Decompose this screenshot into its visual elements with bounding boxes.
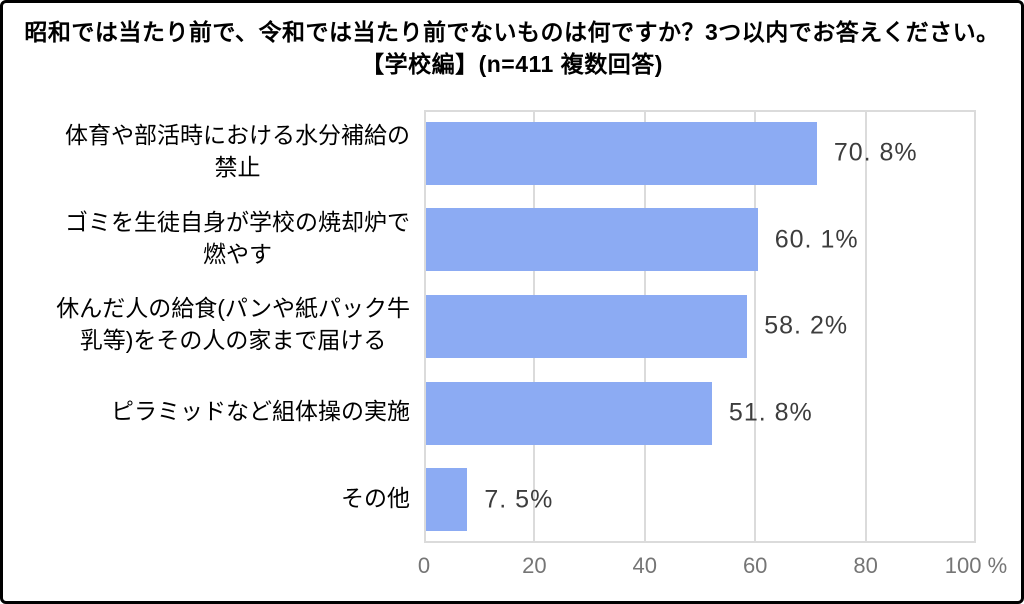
bar-row: 60. 1% <box>426 197 974 284</box>
x-tick-label: 20 <box>522 553 547 578</box>
category-label: 休んだ人の給食(パンや紙パック牛 乳等)をその人の家まで届ける <box>56 295 410 354</box>
category-label-row: ピラミッドなど組体操の実施 <box>17 368 410 455</box>
bar-1 <box>426 121 817 185</box>
category-label: ゴミを生徒自身が学校の焼却炉で 燃やす <box>65 208 410 267</box>
x-tick-label: 0 <box>417 553 431 578</box>
x-tick-label: 100 % <box>944 553 1008 578</box>
gridline-80 <box>864 112 867 541</box>
category-label-row: ゴミを生徒自身が学校の焼却炉で 燃やす <box>17 195 410 282</box>
category-label-row: 休んだ人の給食(パンや紙パック牛 乳等)をその人の家まで届ける <box>17 281 410 368</box>
chart-title: 昭和では当たり前で、令和では当たり前でないものは何ですか？3つ以内でお答えくださ… <box>24 19 1000 45</box>
category-label: その他 <box>341 484 410 511</box>
bar-2 <box>426 208 758 272</box>
bar-row: 51. 8% <box>426 370 974 457</box>
value-label: 7. 5% <box>484 485 554 514</box>
plot-area: 70. 8% 60. 1% 58. 2% 51. 8% 7. 5% <box>424 110 976 543</box>
value-label: 58. 2% <box>764 311 849 340</box>
bar-3 <box>426 294 748 358</box>
bar-row: 70. 8% <box>426 110 974 197</box>
chart-subtitle: 【学校編】(n=411 複数回答) <box>361 51 663 77</box>
bar-5 <box>426 468 468 532</box>
category-label: 体育や部活時における水分補給の 禁止 <box>65 122 410 181</box>
bar-4 <box>426 381 712 445</box>
value-label: 60. 1% <box>774 225 859 254</box>
bar-row: 58. 2% <box>426 283 974 370</box>
category-label: ピラミッドなど組体操の実施 <box>111 398 410 425</box>
bar-row: 7. 5% <box>426 456 974 543</box>
x-axis: 0 20 40 60 80 100 % <box>3 553 1024 587</box>
category-label-row: その他 <box>17 454 410 541</box>
value-label: 70. 8% <box>833 138 918 167</box>
value-label: 51. 8% <box>728 398 813 427</box>
x-tick-label: 80 <box>853 553 878 578</box>
gridline-60 <box>754 112 757 541</box>
category-label-row: 体育や部活時における水分補給の 禁止 <box>17 108 410 195</box>
x-tick-label: 40 <box>632 553 658 578</box>
x-tick-label: 60 <box>742 553 768 578</box>
chart-title-block: 昭和では当たり前で、令和では当たり前でないものは何ですか？3つ以内でお答えくださ… <box>3 16 1021 80</box>
category-axis: 体育や部活時における水分補給の 禁止 ゴミを生徒自身が学校の焼却炉で 燃やす休んだ… <box>17 110 410 543</box>
